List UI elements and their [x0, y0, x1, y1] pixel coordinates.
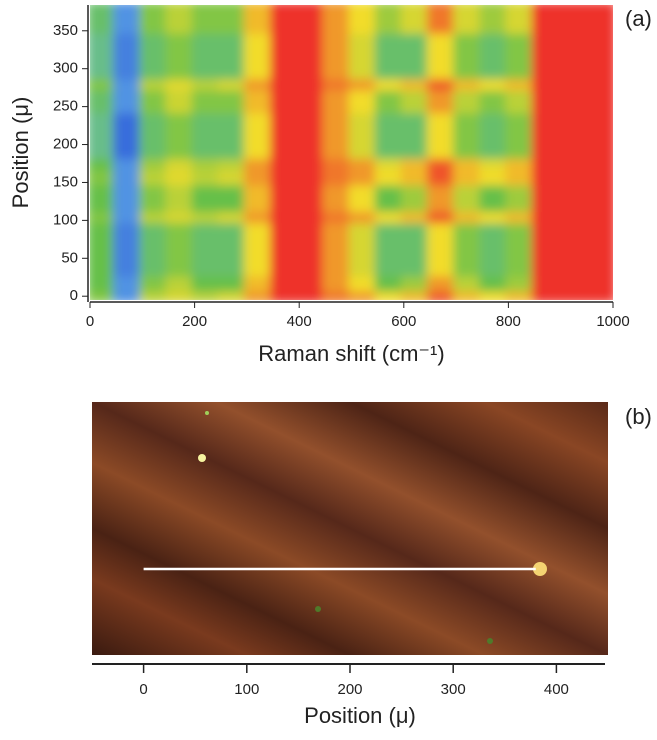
- y-tick-label: 350: [53, 22, 78, 39]
- panel-label: (a): [625, 6, 652, 31]
- spot: [315, 606, 321, 612]
- heatmap: [90, 5, 613, 300]
- micrograph: [92, 402, 608, 655]
- y-tick-label: 250: [53, 98, 78, 115]
- x-tick-label: 400: [287, 313, 312, 330]
- x-tick-label: 100: [234, 681, 259, 698]
- heat-cell: [583, 27, 613, 80]
- panel-label: (b): [625, 404, 652, 429]
- x-tick-label: 200: [182, 313, 207, 330]
- y-tick-label: 100: [53, 211, 78, 228]
- image-background: [92, 402, 608, 655]
- x-tick-label: 600: [391, 313, 416, 330]
- x-axis-label: Position (μ): [304, 703, 416, 728]
- bright-spot: [198, 454, 206, 462]
- spot: [205, 411, 209, 415]
- x-tick-label: 0: [139, 681, 147, 698]
- y-tick-label: 50: [61, 249, 78, 266]
- x-tick-label: 200: [337, 681, 362, 698]
- x-tick-label: 1000: [596, 313, 629, 330]
- y-tick-label: 150: [53, 173, 78, 190]
- heat-cell: [583, 5, 613, 34]
- x-tick-label: 300: [441, 681, 466, 698]
- heat-cell: [583, 217, 613, 277]
- bright-spot: [533, 562, 547, 576]
- x-tick-label: 400: [544, 681, 569, 698]
- spot: [487, 638, 493, 644]
- y-tick-label: 300: [53, 60, 78, 77]
- x-tick-label: 800: [496, 313, 521, 330]
- y-tick-label: 200: [53, 136, 78, 153]
- x-tick-label: 0: [86, 313, 94, 330]
- y-axis-label: Position (μ): [8, 97, 33, 209]
- x-axis-label: Raman shift (cm⁻¹): [258, 341, 444, 366]
- heat-cell: [583, 107, 613, 159]
- y-tick-label: 0: [70, 287, 78, 304]
